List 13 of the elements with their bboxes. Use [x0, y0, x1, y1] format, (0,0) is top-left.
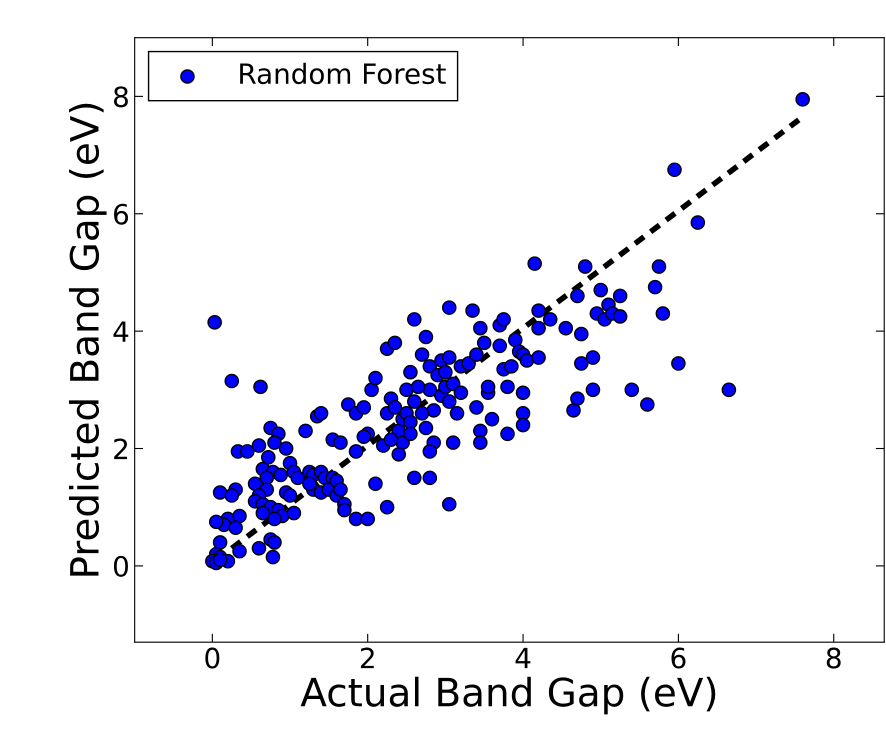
x-tick-label: 2: [360, 648, 374, 668]
x-tick-label: 0: [205, 648, 220, 669]
x-axis-title: Actual Band Gap (eV): [300, 676, 716, 714]
x-tick-label: 4: [516, 648, 530, 668]
y-tick-label: 4: [113, 321, 128, 342]
y-tick-label: 0: [114, 556, 128, 577]
y-axis-title: Predicted Band Gap (eV): [68, 104, 107, 576]
legend-label: Random Forest: [240, 62, 446, 84]
y-tick-label: 8: [114, 86, 128, 108]
x-tick-label: 6: [671, 648, 686, 669]
y-tick-label: 6: [114, 204, 128, 225]
y-tick-label: 2: [114, 438, 128, 460]
x-tick-label: 8: [826, 648, 841, 669]
